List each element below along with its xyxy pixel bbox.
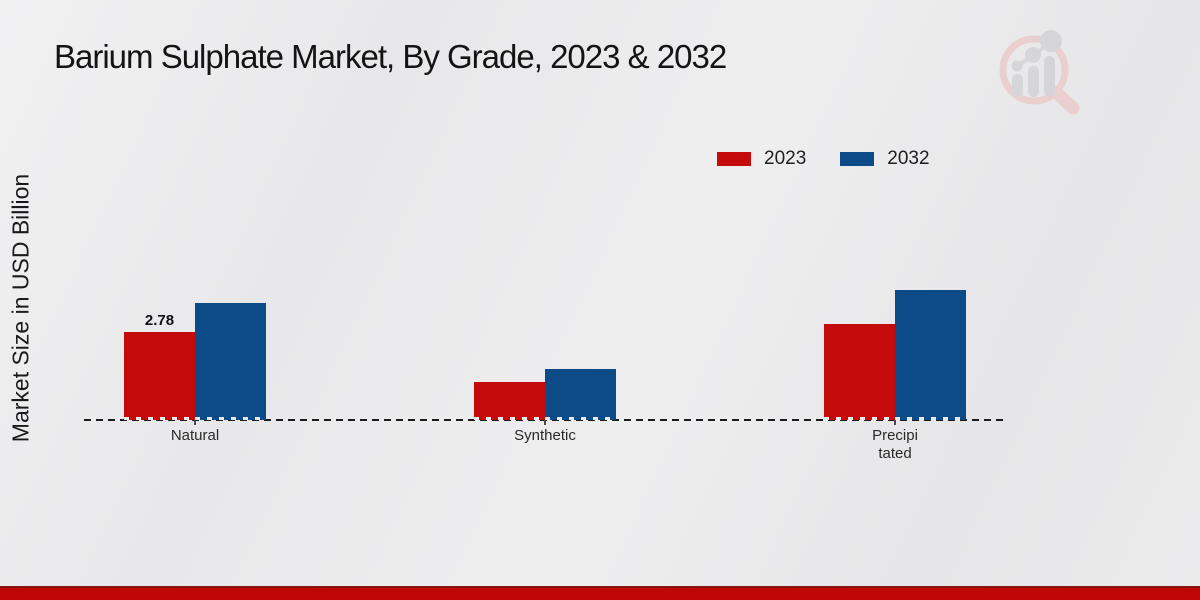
bar-baseline-dashes: [195, 417, 266, 420]
footer-red-band: [0, 586, 1200, 600]
bar-baseline-dashes: [474, 417, 545, 420]
x-label-precipitated: Precipi tated: [872, 427, 918, 462]
legend-swatch-2023: [717, 152, 751, 166]
chart-title: Barium Sulphate Market, By Grade, 2023 &…: [54, 38, 727, 75]
bar-2023-synthetic: [474, 382, 545, 420]
bar-baseline-dashes: [545, 417, 616, 420]
legend-swatch-2032: [840, 152, 875, 166]
x-tick-precipitated: [894, 420, 896, 425]
bar-2023-natural: [124, 332, 195, 420]
legend-item-2023: 2023: [717, 148, 806, 170]
legend: 2023 2032: [717, 148, 930, 170]
magnifier-chart-logo-icon: [999, 30, 1080, 115]
x-tick-synthetic: [544, 420, 546, 425]
legend-label-2032: 2032: [887, 148, 930, 169]
x-label-synthetic: Synthetic: [514, 427, 576, 444]
bar-value-label: 2.78: [144, 312, 175, 329]
bar-2032-natural: [195, 303, 266, 420]
x-label-natural: Natural: [170, 427, 220, 444]
legend-item-2032: 2032: [840, 148, 930, 170]
bar-baseline-dashes: [124, 417, 195, 420]
x-tick-natural: [194, 420, 196, 425]
bar-2023-precipitated: [824, 324, 895, 420]
bar-baseline-dashes: [895, 417, 966, 420]
legend-label-2023: 2023: [764, 148, 807, 169]
zero-baseline: [84, 419, 1008, 421]
bar-2032-precipitated: [895, 290, 966, 420]
bar-2032-synthetic: [545, 369, 616, 420]
bar-baseline-dashes: [824, 417, 895, 420]
